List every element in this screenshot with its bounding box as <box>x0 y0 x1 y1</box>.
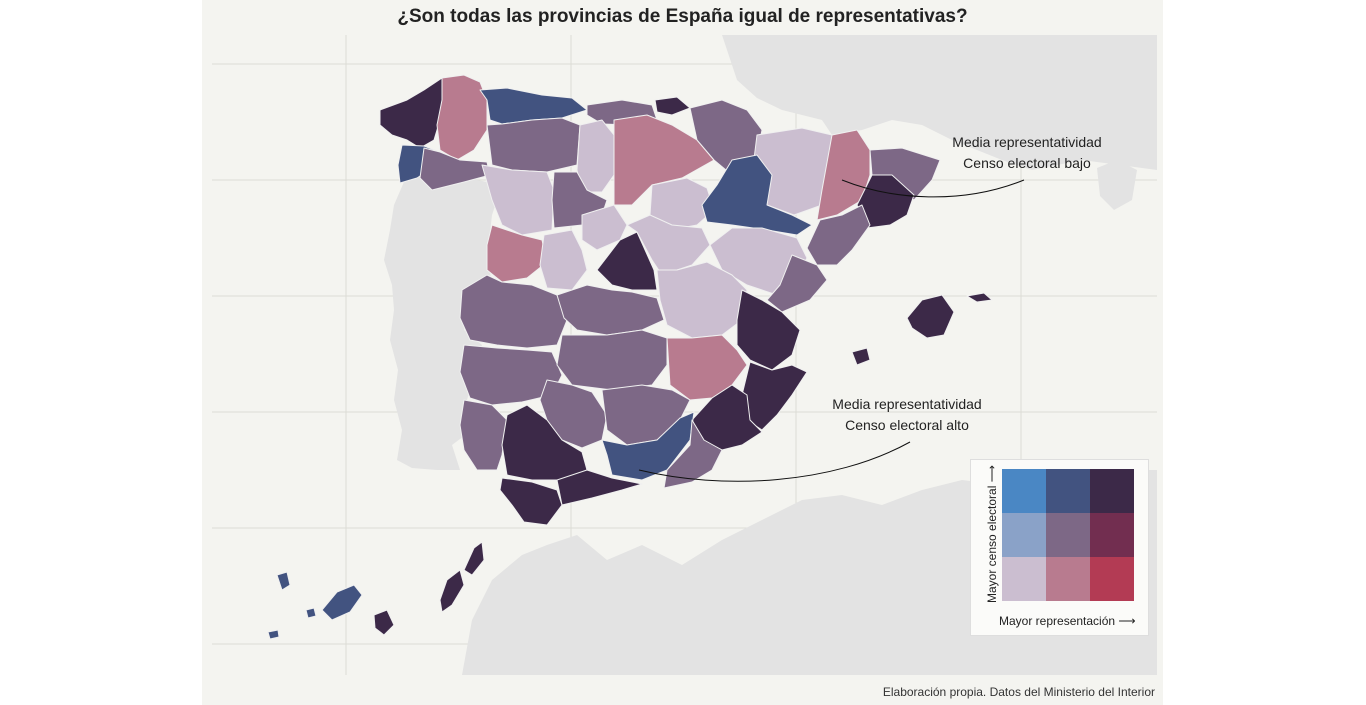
province-lugo[interactable] <box>436 74 488 161</box>
province-avila[interactable] <box>539 229 588 291</box>
annotation-south-line2: Censo electoral alto <box>845 417 969 433</box>
legend-y-axis-label: Mayor censo electoral ⟶ <box>985 465 999 603</box>
legend-cell-0-1 <box>1046 469 1090 513</box>
annotation-south-leader <box>638 441 911 482</box>
annotation-north: Media representatividad Censo electoral … <box>932 132 1122 174</box>
legend-cell-2-0 <box>1002 557 1046 601</box>
province-cordoba[interactable] <box>539 379 608 449</box>
legend-cell-1-0 <box>1002 513 1046 557</box>
map-panel: ¿Son todas las provincias de España igua… <box>202 0 1163 705</box>
legend-y-label-text: Mayor censo electoral <box>985 485 999 603</box>
legend-x-axis-label: Mayor representación ⟶ <box>999 614 1136 628</box>
province-santa-cruz-tenerife[interactable] <box>321 584 363 621</box>
legend-cell-0-0 <box>1002 469 1046 513</box>
annotation-north-line1: Media representatividad <box>952 134 1102 150</box>
province-zaragoza[interactable] <box>701 154 813 236</box>
annotation-south-line1: Media representatividad <box>832 396 982 412</box>
annotation-north-line2: Censo electoral bajo <box>963 155 1091 171</box>
province-caceres[interactable] <box>459 274 568 349</box>
province-cadiz[interactable] <box>499 477 563 526</box>
province-valencia[interactable] <box>736 289 801 371</box>
legend-cell-2-1 <box>1046 557 1090 601</box>
portugal-land <box>384 175 502 470</box>
province-illes-balears[interactable] <box>906 294 955 339</box>
bivariate-legend: Mayor representación ⟶ Mayor censo elect… <box>970 459 1149 636</box>
legend-x-label-text: Mayor representación <box>999 614 1116 628</box>
province-malaga[interactable] <box>556 469 643 506</box>
annotation-south: Media representatividad Censo electoral … <box>812 394 1002 436</box>
legend-x-arrow-icon: ⟶ <box>1118 614 1136 628</box>
legend-cell-1-1 <box>1046 513 1090 557</box>
province-huelva[interactable] <box>459 399 508 471</box>
legend-y-arrow-icon: ⟶ <box>985 465 999 483</box>
provinces <box>267 74 993 640</box>
province-toledo[interactable] <box>556 284 665 336</box>
province-ibiza[interactable] <box>851 347 871 366</box>
province-la-palma[interactable] <box>276 571 291 591</box>
province-albacete[interactable] <box>666 334 748 401</box>
province-salamanca[interactable] <box>486 224 548 283</box>
province-las-palmas[interactable] <box>373 541 485 636</box>
annotation-north-leader <box>841 179 1025 198</box>
province-ciudad-real[interactable] <box>556 329 668 391</box>
province-castellon[interactable] <box>766 254 828 313</box>
province-zamora[interactable] <box>481 164 555 236</box>
chart-title: ¿Son todas las provincias de España igua… <box>397 6 968 27</box>
province-alicante[interactable] <box>741 361 808 431</box>
france-land <box>722 35 1157 170</box>
province-la-gomera[interactable] <box>305 607 317 619</box>
province-guadalajara[interactable] <box>626 214 711 276</box>
legend-cell-2-2 <box>1090 557 1134 601</box>
corsica-land <box>1097 160 1137 210</box>
province-tarragona[interactable] <box>806 204 871 266</box>
province-almeria[interactable] <box>663 419 723 489</box>
legend-cell-0-2 <box>1090 469 1134 513</box>
province-a-coruna[interactable] <box>379 77 445 149</box>
province-el-hierro[interactable] <box>267 629 280 640</box>
province-menorca[interactable] <box>966 292 993 303</box>
province-burgos[interactable] <box>613 114 715 206</box>
source-caption: Elaboración propia. Datos del Ministerio… <box>882 685 1155 699</box>
legend-cell-1-2 <box>1090 513 1134 557</box>
province-leon[interactable] <box>486 117 581 173</box>
province-bizkaia[interactable] <box>654 96 691 116</box>
